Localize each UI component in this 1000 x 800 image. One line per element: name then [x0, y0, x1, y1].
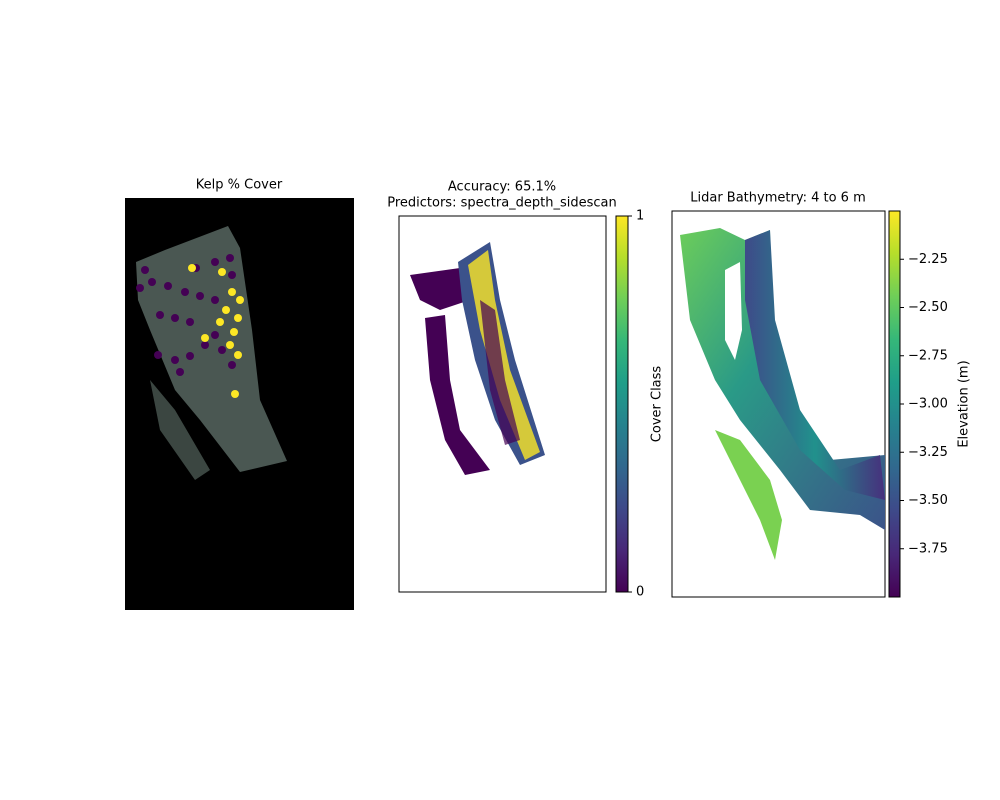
colorbar-tick-label: 1: [636, 209, 644, 224]
colorbar: [615, 215, 629, 593]
panel-title: Kelp % Cover: [196, 178, 283, 193]
colorbar-tick-label: −2.50: [908, 300, 948, 315]
image-region: [468, 250, 540, 460]
colorbar-tick-label: −2.75: [908, 348, 948, 363]
panel-title: Accuracy: 65.1%: [448, 180, 556, 195]
survey-points: [188, 264, 244, 398]
panel-subtitle: Predictors: spectra_depth_sidescan: [387, 196, 617, 211]
colorbar-tick-label: −2.25: [908, 252, 948, 267]
image-gap: [725, 262, 742, 360]
colorbar-tick-label: −3.75: [908, 541, 948, 556]
colorbar: [888, 210, 901, 598]
bathymetry-panel: Lidar Bathymetry: 4 to 6 m: [671, 191, 886, 598]
colorbar-tick-label: −3.00: [908, 397, 948, 412]
colorbar-tick-label: −3.50: [908, 493, 948, 508]
colorbar-tick-label: 0: [636, 585, 644, 600]
image-region: [715, 430, 782, 560]
colorbar-label: Cover Class: [650, 366, 665, 443]
image-region: [410, 268, 470, 310]
colorbar-label: Elevation (m): [957, 360, 972, 447]
image-region: [480, 300, 520, 445]
accuracy-panel: Accuracy: 65.1% Predictors: spectra_dept…: [387, 180, 617, 593]
panel-title: Lidar Bathymetry: 4 to 6 m: [690, 191, 865, 206]
image-region: [150, 380, 210, 480]
image-region: [745, 230, 885, 500]
survey-points: [136, 254, 236, 376]
image-region: [425, 315, 490, 475]
colorbar-tick-label: −3.25: [908, 445, 948, 460]
kelp-panel: Kelp % Cover: [125, 178, 354, 610]
image-region: [136, 226, 287, 472]
